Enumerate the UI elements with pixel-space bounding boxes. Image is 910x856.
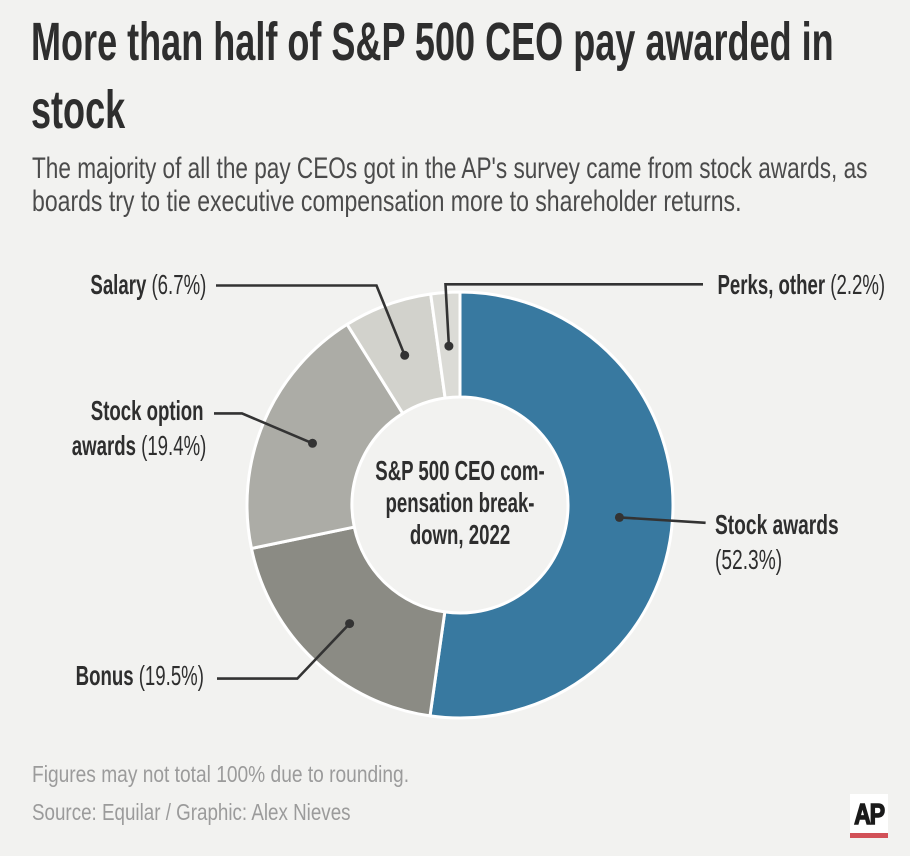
svg-text:AP: AP (854, 797, 885, 830)
